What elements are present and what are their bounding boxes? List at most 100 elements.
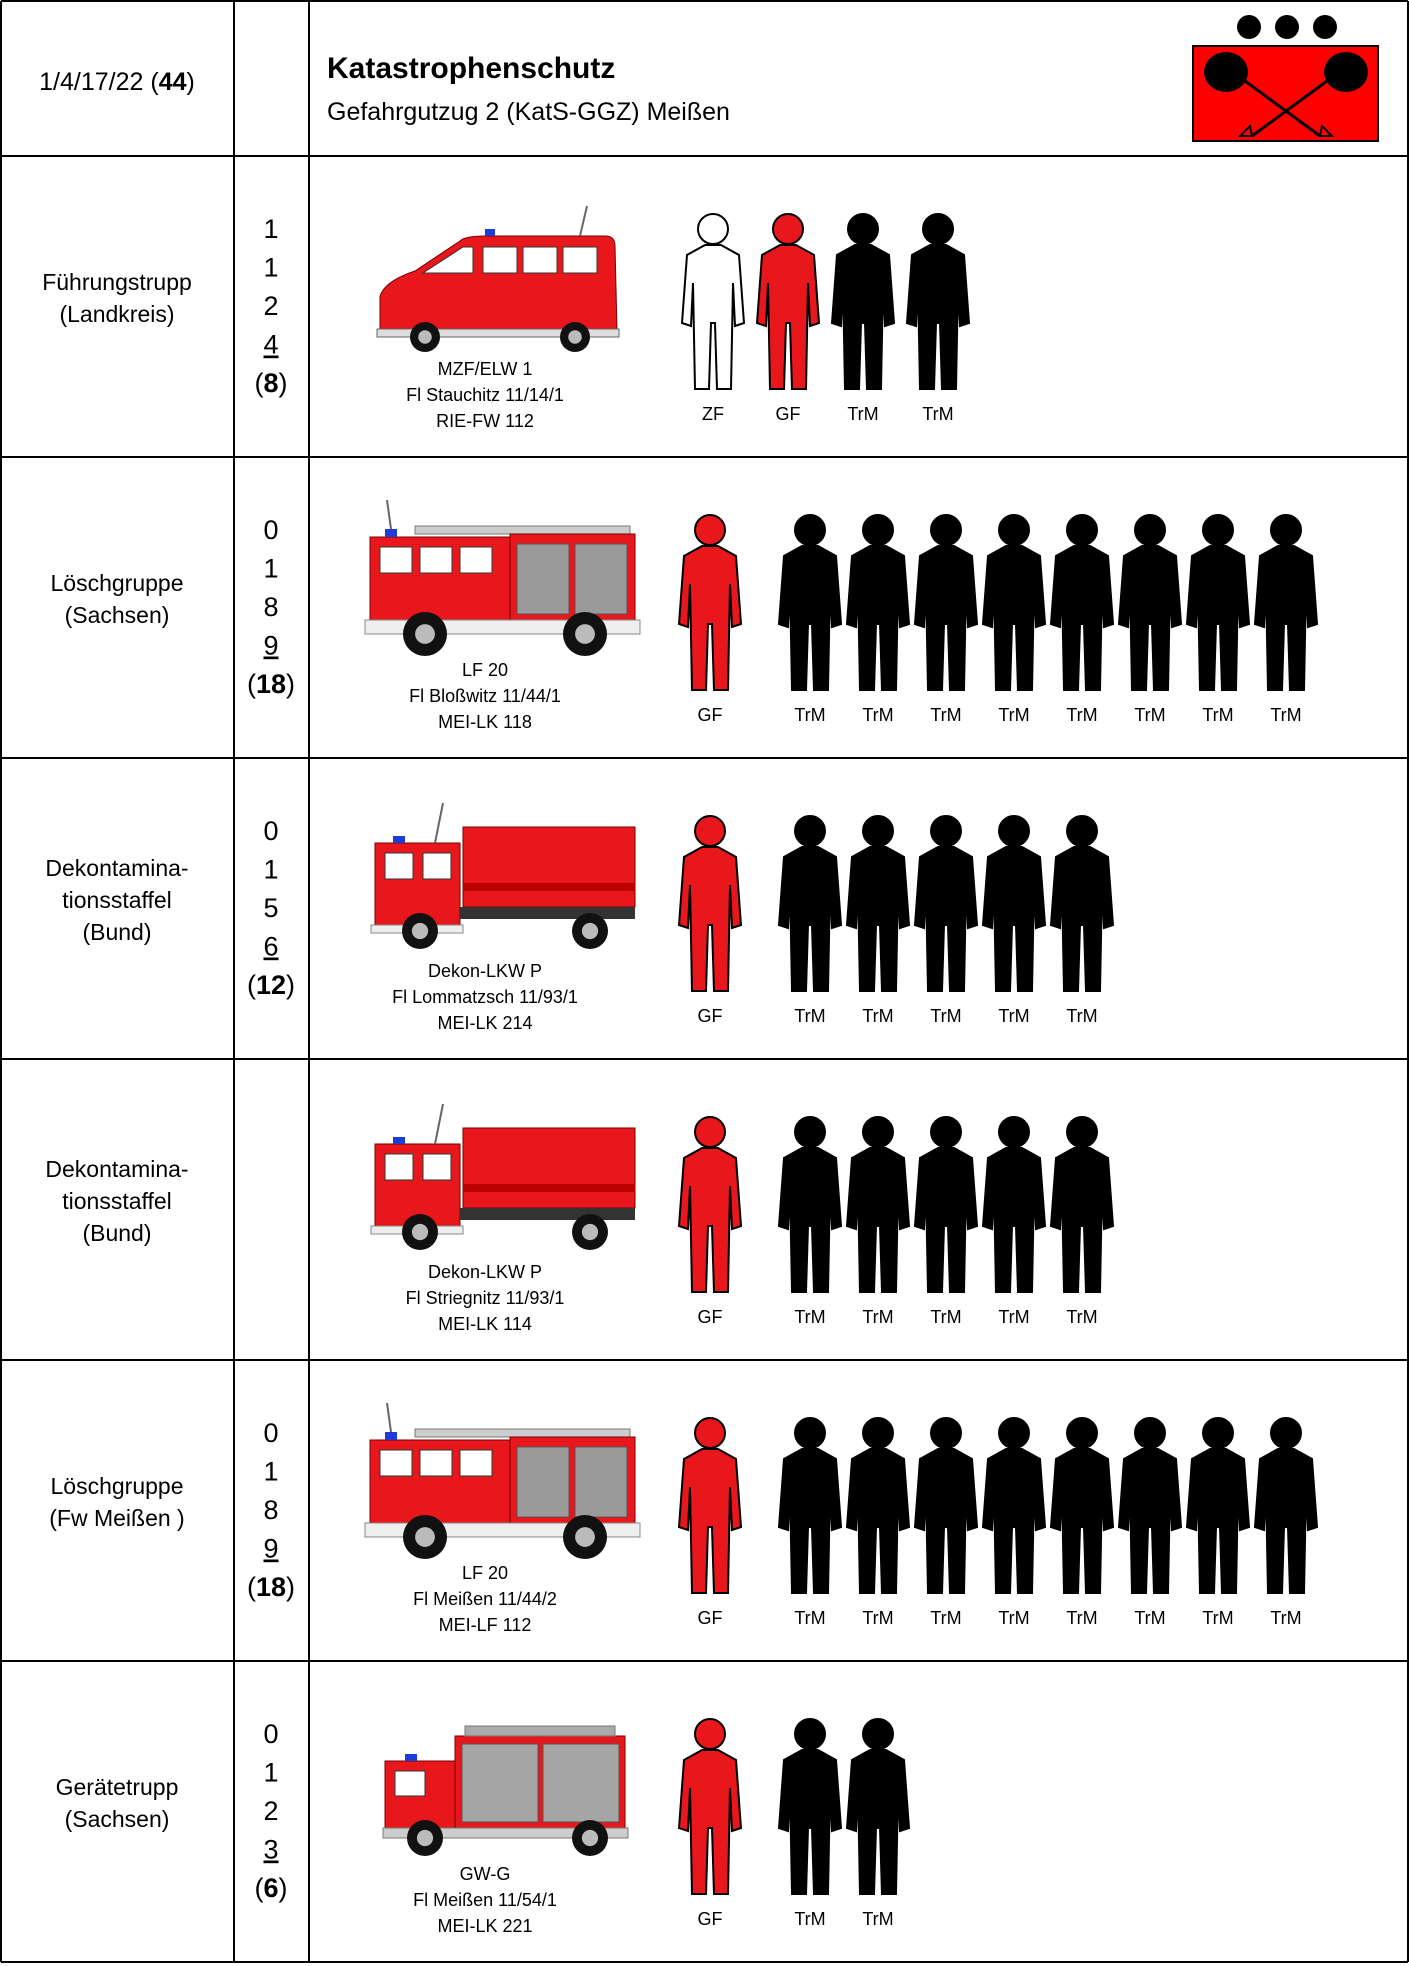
beacon — [393, 1137, 405, 1144]
crew-body — [1117, 1448, 1183, 1594]
crew-body — [777, 1749, 843, 1895]
crew-head — [794, 514, 826, 546]
total-part: ) — [286, 669, 295, 699]
crew-head — [847, 213, 879, 245]
vehicle-caption: GW-G — [460, 1864, 511, 1884]
antenna — [386, 499, 392, 530]
unit-name: Führungstrupp — [42, 269, 192, 295]
crew-figure — [777, 1718, 843, 1895]
crew-body — [677, 1448, 743, 1594]
crew-label: TrM — [1066, 705, 1097, 725]
strength-number: 0 — [263, 1719, 278, 1749]
hub — [411, 922, 429, 940]
crew-body — [981, 1147, 1047, 1293]
header-title: Katastrophenschutz — [327, 52, 615, 85]
crew-head — [930, 1116, 962, 1148]
vehicle-caption: MZF/ELW 1 — [438, 359, 533, 379]
crew-body — [1253, 1448, 1319, 1594]
crew-head — [794, 1417, 826, 1449]
crew-label: TrM — [1134, 705, 1165, 725]
crew-head — [930, 1417, 962, 1449]
crew-figure — [845, 815, 911, 992]
unit-name: (Bund) — [82, 919, 151, 945]
strength-number: 2 — [263, 1796, 278, 1826]
crew-body — [845, 545, 911, 691]
vehicle-caption: Dekon-LKW P — [428, 961, 542, 981]
crew-label: GF — [776, 404, 801, 424]
vehicle-caption: LF 20 — [462, 660, 508, 680]
vehicle-caption: MEI-LK 114 — [438, 1314, 532, 1334]
window — [422, 852, 452, 880]
crew-body — [777, 545, 843, 691]
window — [379, 546, 413, 574]
crew-body — [677, 545, 743, 691]
hub — [411, 1223, 429, 1241]
crew-figure — [913, 815, 979, 992]
shutter — [516, 1446, 570, 1518]
roof — [464, 1725, 616, 1737]
vehicle-drawing — [370, 1103, 636, 1250]
stripe — [463, 1184, 635, 1192]
sill — [382, 1827, 629, 1839]
window — [522, 246, 558, 274]
unit-name: Löschgruppe — [51, 1473, 184, 1499]
strength-number: 1 — [263, 1457, 278, 1487]
crew-figure — [1253, 514, 1319, 691]
crew-figure — [981, 815, 1047, 992]
crew-figure — [1049, 514, 1115, 691]
hub — [581, 1223, 599, 1241]
box — [462, 1127, 636, 1209]
shutter — [574, 1446, 628, 1518]
crew-figure — [677, 1718, 743, 1895]
vehicle-caption: MEI-LK 214 — [437, 1013, 532, 1033]
crew-label: GF — [698, 1006, 723, 1026]
crew-label: TrM — [794, 1608, 825, 1628]
crew-head — [772, 213, 804, 245]
crew-figure — [1185, 514, 1251, 691]
beacon — [385, 1432, 397, 1440]
total-part: ) — [286, 970, 295, 1000]
crew-head — [1066, 514, 1098, 546]
strength-total: (8) — [254, 368, 287, 398]
vehicle-drawing — [376, 205, 620, 352]
crew-figure — [1253, 1417, 1319, 1594]
crew-label: TrM — [1202, 705, 1233, 725]
strength-number: 6 — [263, 932, 278, 962]
crew-figure — [981, 1116, 1047, 1293]
vehicle-drawing — [370, 802, 636, 949]
window — [422, 1153, 452, 1181]
crew-figure — [1185, 1417, 1251, 1594]
strength-number: 9 — [263, 631, 278, 661]
crew-label: TrM — [1202, 1608, 1233, 1628]
crew-label: TrM — [1066, 1608, 1097, 1628]
strength-number: 1 — [263, 554, 278, 584]
crew-label: TrM — [1270, 1608, 1301, 1628]
strength-total: (12) — [247, 970, 295, 1000]
crew-head — [930, 815, 962, 847]
crew-body — [913, 1147, 979, 1293]
strength-number: 0 — [263, 1418, 278, 1448]
shutter — [542, 1743, 620, 1823]
crew-figure — [830, 213, 896, 390]
hub — [581, 1829, 599, 1847]
crew-body — [677, 1147, 743, 1293]
strength-number: 9 — [263, 1534, 278, 1564]
crew-body — [1049, 1448, 1115, 1594]
strength-number: 1 — [263, 1758, 278, 1788]
crew-body — [1049, 846, 1115, 992]
crew-head — [862, 1417, 894, 1449]
unit-name: (Sachsen) — [65, 1806, 170, 1832]
crew-head — [1066, 1116, 1098, 1148]
crew-label: TrM — [922, 404, 953, 424]
crew-figure — [777, 1116, 843, 1293]
total-part: 6 — [263, 1873, 278, 1903]
crew-body — [1117, 545, 1183, 691]
box — [462, 826, 636, 908]
unit-name: tionsstaffel — [62, 1188, 172, 1214]
shutter — [461, 1743, 539, 1823]
total-part: ( — [254, 368, 263, 398]
total-part: ( — [247, 970, 256, 1000]
total-part: ( — [254, 1873, 263, 1903]
